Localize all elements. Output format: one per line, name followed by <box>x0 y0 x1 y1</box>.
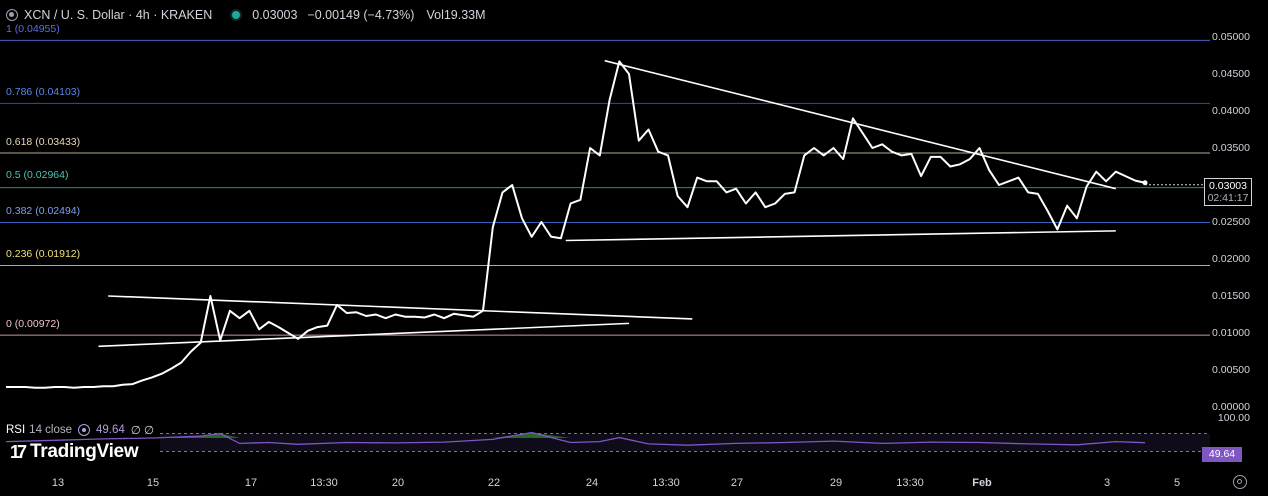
price-axis-tick: 0.01000 <box>1212 327 1250 339</box>
market-status-icon <box>232 11 241 19</box>
last-price-badge-value: 0.03003 <box>1209 180 1247 192</box>
rsi-visibility-icon[interactable] <box>78 424 91 436</box>
fib-label-0382: 0.382 (0.02494) <box>6 205 81 217</box>
last-price-marker <box>1142 180 1148 186</box>
rsi-axis-tick-100: 100.00 <box>1217 412 1250 424</box>
time-axis-tick: 24 <box>585 477 599 489</box>
fib-label-1: 1 (0.04955) <box>6 23 60 35</box>
rsi-pane[interactable] <box>5 431 1210 452</box>
fib-label-0618: 0.618 (0.03433) <box>6 136 81 148</box>
price-change-value: −0.00149 (−4.73%) <box>307 8 415 22</box>
time-axis-tick: Feb <box>972 477 992 489</box>
time-axis-tick: 15 <box>146 477 160 489</box>
trendline-pennant-upper <box>108 295 693 320</box>
bar-countdown: 02:41:17 <box>1207 192 1249 204</box>
price-series-line <box>6 60 1146 389</box>
time-axis-tick: 29 <box>829 477 843 489</box>
volume-value: Vol19.33M <box>426 8 486 22</box>
price-axis-tick: 0.03500 <box>1212 142 1250 154</box>
rsi-overbought-fill <box>220 433 240 438</box>
price-axis-tick: 0.00500 <box>1212 364 1250 376</box>
last-price-badge: 0.03003 02:41:17 <box>1204 178 1252 206</box>
rsi-value-badge: 49.64 <box>1202 447 1242 462</box>
price-axis-tick: 0.04500 <box>1212 68 1250 80</box>
gear-icon[interactable] <box>1233 475 1247 489</box>
rsi-legend[interactable]: RSI 14 close 49.64 ∅ ∅ <box>6 423 154 437</box>
time-axis-tick: 20 <box>391 477 405 489</box>
trendline-pennant-lower <box>98 322 630 348</box>
trendline-triangle-lower <box>565 230 1116 242</box>
price-axis-tick: 0.01500 <box>1212 290 1250 302</box>
rsi-title: RSI <box>6 424 26 436</box>
price-axis-tick: 0.04000 <box>1212 105 1250 117</box>
rsi-value: 49.64 <box>96 424 125 436</box>
time-axis-tick: 13:30 <box>652 477 680 489</box>
time-axis-tick: 27 <box>730 477 744 489</box>
time-axis-tick: 3 <box>1103 477 1111 489</box>
time-axis-tick: 13:30 <box>896 477 924 489</box>
xcn-logo-icon <box>6 9 18 21</box>
rsi-extra-values: ∅ ∅ <box>130 425 155 437</box>
price-axis-tick: 0.05000 <box>1212 31 1250 43</box>
rsi-line <box>5 431 1146 446</box>
fib-label-0: 0 (0.00972) <box>6 318 60 330</box>
fib-label-0786: 0.786 (0.04103) <box>6 86 81 98</box>
price-axis-tick: 0.02000 <box>1212 253 1250 265</box>
time-axis-tick: 5 <box>1173 477 1181 489</box>
tradingview-mark-icon: 17 <box>10 441 27 462</box>
symbol-title[interactable]: XCN / U. S. Dollar · 4h · KRAKEN <box>24 8 213 22</box>
tradingview-wordmark: TradingView <box>30 441 139 462</box>
time-axis-tick: 13 <box>51 477 65 489</box>
last-price-value: 0.03003 <box>252 8 298 22</box>
tradingview-logo[interactable]: 17 TradingView <box>10 440 139 464</box>
fib-label-05: 0.5 (0.02964) <box>6 169 69 181</box>
rsi-band-fill <box>160 433 1210 452</box>
trend-lines[interactable] <box>98 59 1116 348</box>
price-axis-tick: 0.00000 <box>1212 401 1250 413</box>
time-axis-tick: 17 <box>244 477 258 489</box>
trendline-triangle-upper <box>604 59 1116 190</box>
price-axis-tick: 0.02500 <box>1212 216 1250 228</box>
time-axis-tick: 13:30 <box>310 477 338 489</box>
time-axis-tick: 22 <box>487 477 501 489</box>
fib-label-0236: 0.236 (0.01912) <box>6 248 81 260</box>
rsi-settings: 14 close <box>29 424 73 436</box>
rsi-overbought-fill <box>531 432 571 438</box>
symbol-header[interactable]: XCN / U. S. Dollar · 4h · KRAKEN 0.03003… <box>6 6 486 24</box>
